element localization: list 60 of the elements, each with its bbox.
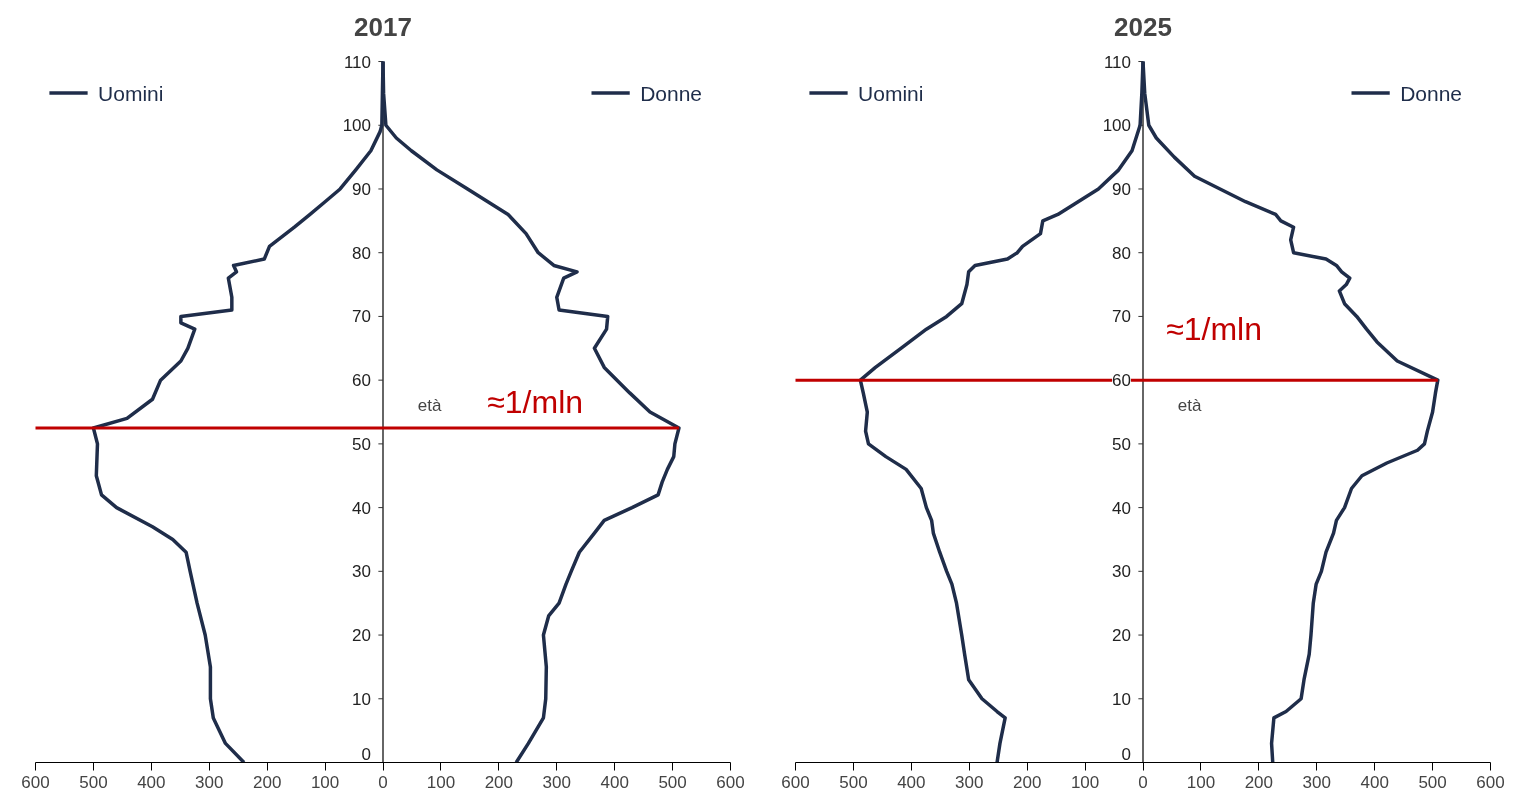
y-tick-label: 60 <box>352 371 372 391</box>
legend-label: Uomini <box>98 81 164 105</box>
y-tick-label: 50 <box>352 434 372 454</box>
x-tick-label: 400 <box>897 772 926 792</box>
x-tick-label: 400 <box>137 772 166 792</box>
x-tick-label: 300 <box>195 772 224 792</box>
x-tick-label: 100 <box>310 772 340 792</box>
y-tick-label: 20 <box>1112 626 1132 646</box>
y-tick-label: 20 <box>352 626 372 646</box>
y-axis-title: età <box>417 396 442 416</box>
y-tick-label: 70 <box>1112 307 1132 327</box>
y-tick-label: 10 <box>352 689 372 709</box>
y-tick-label: 70 <box>352 307 372 327</box>
x-tick-label: 300 <box>542 772 571 792</box>
x-tick-label: 600 <box>781 772 810 792</box>
x-tick-label: 200 <box>252 772 282 792</box>
y-tick-label: 40 <box>352 498 372 518</box>
x-tick-label: 0 <box>1138 772 1148 792</box>
y-tick-label: 100 <box>342 116 372 136</box>
y-tick-label: 100 <box>1102 116 1132 136</box>
x-tick-label: 500 <box>79 772 108 792</box>
y-tick-label: 0 <box>361 744 372 764</box>
y-tick-label: 40 <box>1112 498 1132 518</box>
ref-line-label: ≈1/mln <box>1166 311 1262 348</box>
chart-title: 2017 <box>354 11 412 42</box>
legend-label: Donne <box>640 81 703 105</box>
chart-title: 2025 <box>1114 11 1172 42</box>
y-tick-label: 0 <box>1121 744 1132 764</box>
x-tick-label: 600 <box>716 772 745 792</box>
x-tick-label: 200 <box>1244 772 1274 792</box>
x-tick-label: 200 <box>1012 772 1042 792</box>
y-axis-title: età <box>1177 396 1202 416</box>
y-tick-label: 60 <box>1112 371 1132 391</box>
legend-label: Donne <box>1400 81 1463 105</box>
x-tick-label: 600 <box>1476 772 1505 792</box>
y-tick-label: 90 <box>352 179 372 199</box>
x-tick-label: 200 <box>484 772 514 792</box>
y-tick-label: 80 <box>352 243 372 263</box>
y-tick-label: 110 <box>343 52 372 72</box>
y-tick-label: 90 <box>1112 179 1132 199</box>
x-tick-label: 300 <box>955 772 984 792</box>
x-tick-label: 400 <box>1360 772 1389 792</box>
y-tick-label: 110 <box>1103 52 1132 72</box>
x-tick-label: 100 <box>1186 772 1216 792</box>
x-tick-label: 500 <box>658 772 687 792</box>
y-tick-label: 50 <box>1112 434 1132 454</box>
y-tick-label: 30 <box>1112 562 1132 582</box>
x-tick-label: 500 <box>839 772 868 792</box>
y-tick-label: 80 <box>1112 243 1132 263</box>
y-tick-label: 10 <box>1112 689 1132 709</box>
x-tick-label: 300 <box>1302 772 1331 792</box>
x-tick-label: 0 <box>378 772 388 792</box>
x-tick-label: 100 <box>1070 772 1100 792</box>
legend-label: Uomini <box>858 81 924 105</box>
x-tick-label: 500 <box>1418 772 1447 792</box>
x-tick-label: 600 <box>21 772 50 792</box>
x-tick-label: 400 <box>600 772 629 792</box>
ref-line-label: ≈1/mln <box>487 384 584 421</box>
y-tick-label: 30 <box>352 562 372 582</box>
x-tick-label: 100 <box>426 772 456 792</box>
